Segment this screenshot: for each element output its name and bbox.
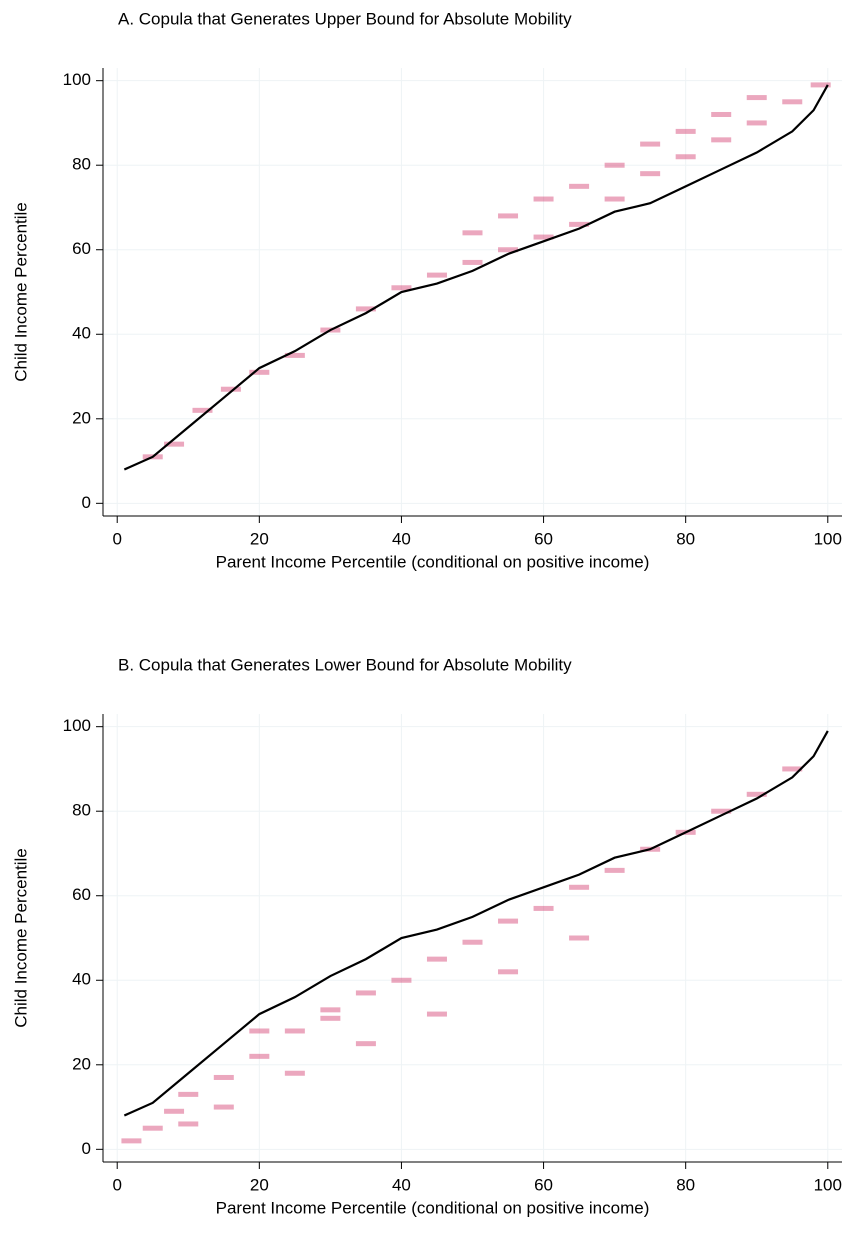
heat-cell [284, 1070, 305, 1076]
heat-cell [426, 956, 447, 962]
x-axis-label: Parent Income Percentile (conditional on… [216, 1198, 650, 1217]
heat-cell [178, 1091, 199, 1097]
heat-cell [355, 990, 376, 996]
y-tick-label: 40 [72, 324, 91, 343]
x-tick-label: 40 [392, 1175, 411, 1194]
heat-cell [498, 213, 519, 219]
heat-cell [782, 99, 803, 105]
heat-cell [355, 1041, 376, 1047]
heat-cell [746, 120, 767, 126]
x-axis-label: Parent Income Percentile (conditional on… [216, 552, 650, 571]
heat-cell [533, 905, 554, 911]
x-tick-label: 100 [814, 1175, 842, 1194]
heat-cell [675, 128, 696, 134]
x-tick-label: 60 [534, 1175, 553, 1194]
y-tick-label: 20 [72, 1054, 91, 1073]
heat-cell [249, 1053, 270, 1059]
heat-cell [249, 1028, 270, 1034]
x-tick-label: 40 [392, 529, 411, 548]
heat-cell [746, 95, 767, 101]
heat-cell [746, 791, 767, 797]
x-tick-label: 60 [534, 529, 553, 548]
line [123, 730, 829, 1117]
heat-cell [121, 1138, 142, 1144]
heat-cell [426, 1011, 447, 1017]
x-tick-label: 100 [814, 529, 842, 548]
heat-cell [249, 369, 270, 375]
y-axis-label: Child Income Percentile [11, 848, 30, 1028]
heat-cell [640, 141, 661, 147]
heat-cell [462, 230, 483, 236]
heat-cell [462, 259, 483, 265]
heat-cell [284, 1028, 305, 1034]
heat-cell [220, 386, 241, 392]
heat-cell [391, 285, 412, 291]
x-tick-label: 80 [676, 529, 695, 548]
heat-cell [569, 183, 590, 189]
line [123, 84, 829, 471]
y-tick-label: 0 [82, 493, 91, 512]
y-tick-label: 60 [72, 885, 91, 904]
heat-cell [782, 766, 803, 772]
x-tick-label: 0 [112, 1175, 121, 1194]
panel: A. Copula that Generates Upper Bound for… [11, 9, 842, 571]
heat-cell [142, 1125, 163, 1131]
x-tick-label: 0 [112, 529, 121, 548]
heat-cell [320, 1007, 341, 1013]
heat-cell [604, 162, 625, 168]
heat-cell [178, 1121, 199, 1127]
heat-cell [498, 969, 519, 975]
heat-cell [711, 111, 732, 117]
heat-cell [164, 441, 185, 447]
heat-cell [711, 808, 732, 814]
heat-cell [213, 1104, 234, 1110]
heat-cell [640, 171, 661, 177]
chart-title: B. Copula that Generates Lower Bound for… [118, 655, 572, 674]
x-tick-label: 20 [250, 1175, 269, 1194]
y-tick-label: 100 [63, 716, 91, 735]
heat-cell [426, 272, 447, 278]
heat-cell [569, 221, 590, 227]
chart-title: A. Copula that Generates Upper Bound for… [118, 9, 572, 28]
heat-cell [498, 918, 519, 924]
heat-cell [569, 935, 590, 941]
y-axis-label: Child Income Percentile [11, 202, 30, 382]
panel: B. Copula that Generates Lower Bound for… [11, 655, 842, 1217]
heat-cell [355, 306, 376, 312]
heat-cell [533, 196, 554, 202]
y-tick-label: 80 [72, 801, 91, 820]
heat-cell [462, 939, 483, 945]
y-tick-label: 20 [72, 408, 91, 427]
y-tick-label: 100 [63, 70, 91, 89]
y-tick-label: 40 [72, 970, 91, 989]
y-tick-label: 80 [72, 155, 91, 174]
y-tick-label: 0 [82, 1139, 91, 1158]
heat-cell [675, 154, 696, 160]
heat-cell [213, 1074, 234, 1080]
x-tick-label: 80 [676, 1175, 695, 1194]
heat-cell [320, 1015, 341, 1021]
heat-cell [164, 1108, 185, 1114]
heat-cell [284, 352, 305, 358]
heat-cell [192, 407, 213, 413]
heat-cell [604, 867, 625, 873]
heat-cell [604, 196, 625, 202]
x-tick-label: 20 [250, 529, 269, 548]
heat-cell [810, 82, 831, 88]
heat-cell [391, 977, 412, 983]
heat-cell [711, 137, 732, 143]
heat-cell [569, 884, 590, 890]
heat-cell [533, 234, 554, 240]
heat-cell [498, 247, 519, 253]
y-tick-label: 60 [72, 239, 91, 258]
